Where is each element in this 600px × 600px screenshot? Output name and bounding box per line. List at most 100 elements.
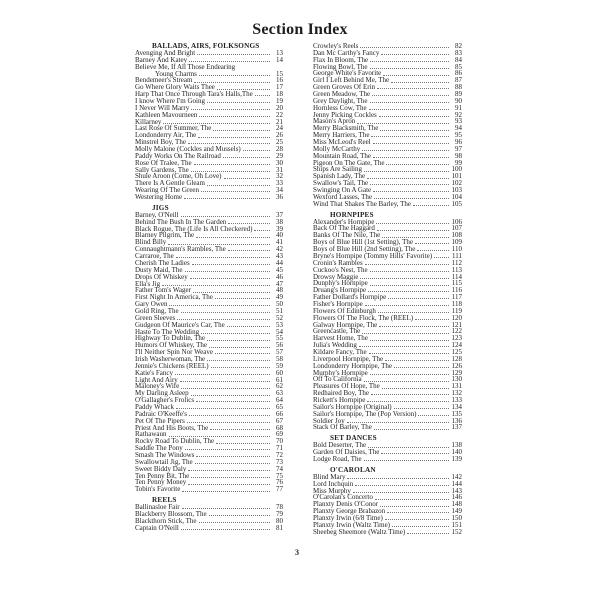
index-section: REELS Ballinasloe Fair 78 Blackberry Blosso… xyxy=(135,497,283,532)
entry-page-number: 59 xyxy=(276,361,283,370)
index-entry: Gary Owen 50 xyxy=(135,301,283,308)
entry-page-number: 140 xyxy=(451,448,463,457)
entry-page-number: 131 xyxy=(451,382,463,391)
entry-title: Connaughtmann's Rambles, The xyxy=(135,245,226,254)
index-entry: Priest And His Boots, The 68 xyxy=(135,423,283,432)
entry-page-number: 52 xyxy=(276,313,283,322)
entry-title: Ballinasloe Fair xyxy=(135,503,180,512)
entry-page-number: 103 xyxy=(451,186,463,195)
entry-title: Banks Of The Nile, The xyxy=(313,231,381,240)
index-entry: Planxty Denis O'Conor 148 xyxy=(313,501,462,508)
dot-leader xyxy=(181,387,270,389)
index-entry: Blarney Pilgrim, The 40 xyxy=(135,232,283,239)
entry-page-number: 144 xyxy=(451,479,463,488)
index-entry: Hornless Cow, The 91 xyxy=(313,104,462,112)
dot-leader xyxy=(196,401,270,403)
entry-page-number: 76 xyxy=(276,478,283,487)
index-entry: Humors Of Whiskey, The 56 xyxy=(135,342,283,349)
dot-leader xyxy=(193,164,270,166)
entry-page-number: 62 xyxy=(276,382,283,391)
index-entry: Rathawaun 69 xyxy=(135,431,283,438)
dot-leader xyxy=(370,184,449,186)
index-entry: Greencastle, The 122 xyxy=(313,328,462,335)
index-entry: Black Rogue, The (Life Is All Checkered)… xyxy=(135,225,283,233)
dot-leader xyxy=(169,305,270,307)
index-entry: There Is A Gentle Gleam 33 xyxy=(135,180,283,187)
dot-leader xyxy=(373,198,449,200)
entry-title: Highway To Dublin, The xyxy=(135,334,206,343)
index-entry: Liverpool Hornpipe, The 128 xyxy=(313,355,462,363)
index-entry: Shule Aroon (Come, Oh Love) 32 xyxy=(135,173,283,180)
entry-page-number: 149 xyxy=(451,507,463,516)
entry-title: Boys of Blue Hill (1st Setting), The xyxy=(313,238,414,247)
entry-page-number: 109 xyxy=(451,238,463,247)
entry-page-number: 117 xyxy=(451,293,462,302)
index-entry: Soldier Joy 136 xyxy=(313,417,462,425)
entry-page-number: 55 xyxy=(276,334,283,343)
dot-leader xyxy=(180,528,270,530)
dot-leader xyxy=(352,491,449,493)
dot-leader xyxy=(372,95,449,97)
index-entry: My Darling Asleep 63 xyxy=(135,390,283,397)
index-entry: Pet Of The Pipers 67 xyxy=(135,417,283,425)
entry-title: I Never Will Marry xyxy=(135,103,190,112)
index-entry: Alexander's Hornpipe 106 xyxy=(313,217,463,226)
entry-page-number: 87 xyxy=(455,76,462,85)
dot-leader xyxy=(386,163,449,165)
dot-leader xyxy=(381,387,449,389)
dot-leader xyxy=(380,505,449,507)
index-entry: Kildare Fancy, The 125 xyxy=(313,349,462,356)
index-entry: Stack Of Barley, The 137 xyxy=(313,424,462,431)
entry-title: O'Carolan's Concerto xyxy=(313,493,373,502)
index-entry: Swallowtail Jig, The 73 xyxy=(135,457,283,466)
dot-leader xyxy=(214,298,270,300)
index-entry: Cuckoo's Nest, The 113 xyxy=(313,266,462,274)
entry-page-number: 104 xyxy=(451,192,463,201)
entry-page-number: 42 xyxy=(276,245,283,254)
index-entry: Pleasures Of Hope, The 131 xyxy=(313,383,462,390)
entry-title: Swallowtail Jig, The xyxy=(135,457,193,466)
index-entry: Barney And Katey 14 xyxy=(135,56,283,64)
index-entry: Believe Me, If All Those Endearing xyxy=(135,63,283,71)
entry-title: Priest And His Boots, The xyxy=(135,423,209,432)
index-entry: Miss McLeod's Reel 96 xyxy=(313,139,462,146)
dot-leader xyxy=(387,512,449,514)
entry-page-number: 148 xyxy=(451,500,463,509)
index-entry: Kathleen Mavourneen 22 xyxy=(135,110,283,119)
entry-page-number: 90 xyxy=(455,96,462,105)
entry-page-number: 133 xyxy=(451,395,463,404)
entry-page-number: 70 xyxy=(276,437,283,446)
index-entry: Flax In Bloom, The 84 xyxy=(313,56,462,64)
entry-page-number: 112 xyxy=(451,258,462,267)
index-entry: Miss Murphy 143 xyxy=(313,487,462,495)
dot-leader xyxy=(201,332,270,334)
entry-page-number: 28 xyxy=(276,145,283,154)
section-heading: BALLADS, AIRS, FOLKSONGS xyxy=(152,42,260,50)
entry-page-number: 106 xyxy=(451,217,463,226)
entry-page-number: 22 xyxy=(276,110,283,119)
entry-title: Planxty George Brabazon xyxy=(313,507,386,516)
entry-title: Off To California xyxy=(313,375,362,384)
entry-page-number: 41 xyxy=(276,238,283,247)
section-heading: HORNPIPES xyxy=(330,210,374,219)
dot-leader xyxy=(177,319,270,321)
entry-page-number: 65 xyxy=(276,402,283,411)
dot-leader xyxy=(434,257,449,259)
dot-leader xyxy=(210,428,270,430)
entry-title: Carraroe, The xyxy=(135,252,174,261)
dot-leader xyxy=(188,469,270,471)
entry-title: Ships Are Sailing xyxy=(313,165,363,174)
index-entry: Boys of Blue Hill (1st Setting), The 109 xyxy=(313,239,462,246)
dot-leader xyxy=(228,223,270,225)
entry-title: Harp That Once Through Tara's Halls,The xyxy=(135,90,253,99)
dot-leader xyxy=(186,421,270,423)
dot-leader xyxy=(373,428,449,430)
index-section: BALLADS, AIRS, FOLKSONGS Avenging And Bri… xyxy=(135,42,283,201)
entry-page-number: 40 xyxy=(276,231,283,240)
dot-leader xyxy=(175,373,270,375)
dot-leader xyxy=(180,216,270,218)
index-entry: Grey Daylight, The 90 xyxy=(313,96,462,105)
dot-leader xyxy=(364,305,449,307)
dot-leader xyxy=(347,478,449,480)
index-entry: Redhaired Boy, The 132 xyxy=(313,390,462,397)
